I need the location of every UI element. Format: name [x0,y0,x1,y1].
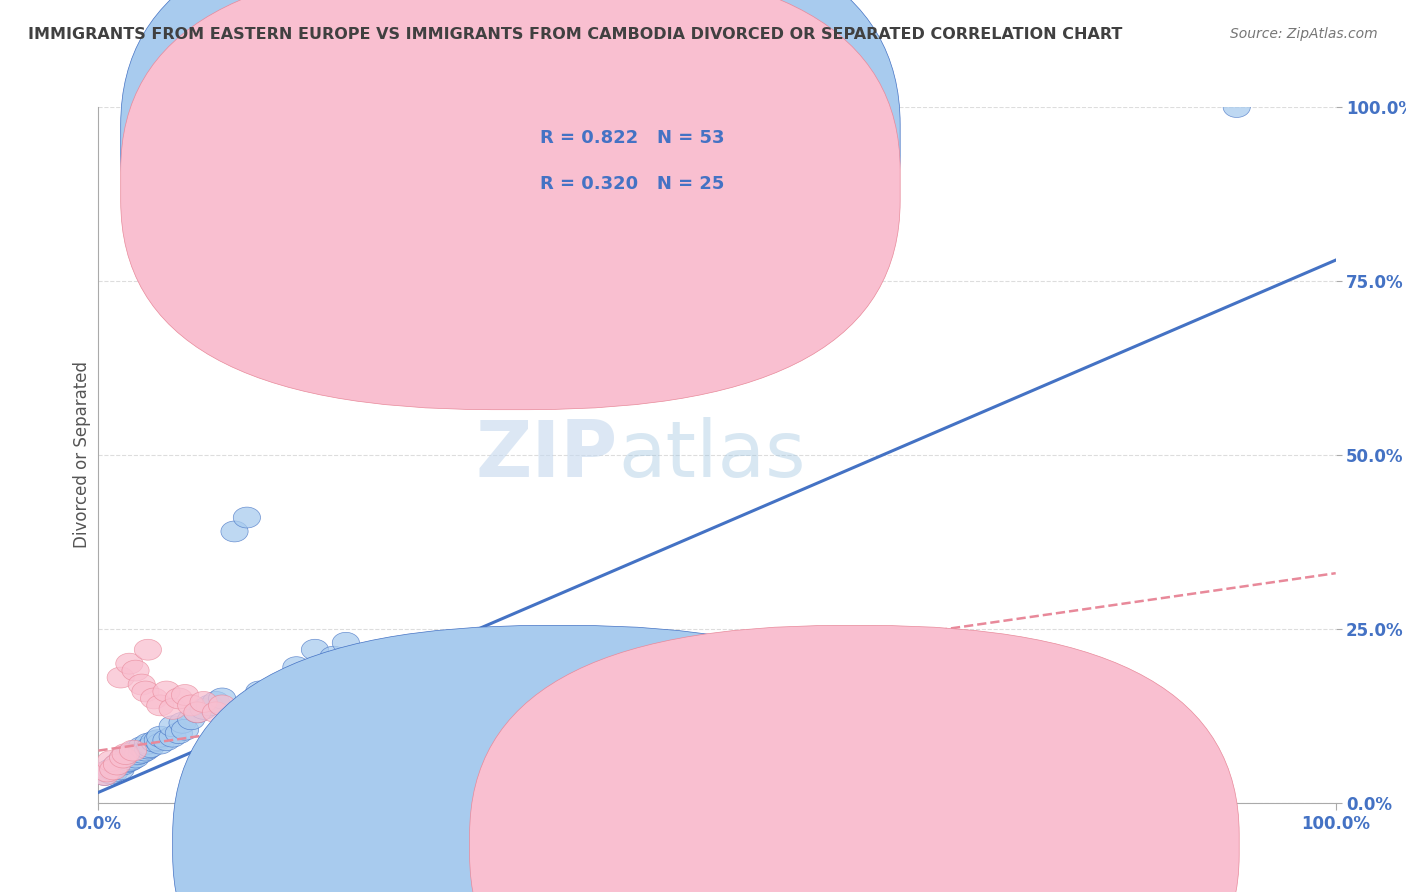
Ellipse shape [91,764,118,786]
Ellipse shape [97,764,124,784]
Ellipse shape [120,745,146,766]
Ellipse shape [135,733,162,754]
Ellipse shape [91,764,118,786]
Ellipse shape [135,640,162,660]
Ellipse shape [128,737,155,757]
Ellipse shape [159,726,186,747]
Ellipse shape [115,751,143,772]
Ellipse shape [124,744,152,764]
Ellipse shape [332,632,360,653]
Y-axis label: Divorced or Separated: Divorced or Separated [73,361,91,549]
Ellipse shape [184,702,211,723]
Text: ZIP: ZIP [475,417,619,493]
Ellipse shape [172,719,198,740]
Ellipse shape [270,674,298,695]
Ellipse shape [221,521,247,541]
Ellipse shape [110,754,136,775]
Ellipse shape [93,761,121,782]
Ellipse shape [197,695,224,715]
Ellipse shape [104,754,131,775]
Ellipse shape [202,691,229,713]
Ellipse shape [100,757,127,779]
Ellipse shape [112,744,139,764]
Ellipse shape [153,681,180,702]
Ellipse shape [190,698,217,719]
Text: IMMIGRANTS FROM EASTERN EUROPE VS IMMIGRANTS FROM CAMBODIA DIVORCED OR SEPARATED: IMMIGRANTS FROM EASTERN EUROPE VS IMMIGR… [28,27,1122,42]
Text: Immigrants from Eastern Europe: Immigrants from Eastern Europe [581,836,852,854]
Ellipse shape [122,660,149,681]
Ellipse shape [115,653,143,674]
Ellipse shape [122,747,149,768]
Ellipse shape [172,684,198,706]
Ellipse shape [120,740,146,761]
Ellipse shape [107,667,135,688]
Text: R = 0.822   N = 53: R = 0.822 N = 53 [540,129,724,147]
Ellipse shape [159,715,186,737]
Ellipse shape [128,674,155,695]
Text: atlas: atlas [619,417,806,493]
Ellipse shape [146,733,174,754]
Ellipse shape [208,688,236,709]
Ellipse shape [118,749,145,770]
Ellipse shape [97,751,124,772]
Ellipse shape [112,752,139,772]
Ellipse shape [132,740,159,761]
Ellipse shape [169,713,197,733]
Ellipse shape [233,507,260,528]
Ellipse shape [93,761,121,782]
FancyBboxPatch shape [121,0,900,365]
Ellipse shape [107,759,135,780]
Ellipse shape [141,731,167,752]
Ellipse shape [135,738,162,759]
Ellipse shape [107,751,135,772]
Ellipse shape [104,756,131,777]
Ellipse shape [110,747,136,768]
FancyBboxPatch shape [121,0,900,409]
Ellipse shape [159,698,186,719]
Ellipse shape [146,695,174,715]
Text: Source: ZipAtlas.com: Source: ZipAtlas.com [1230,27,1378,41]
Ellipse shape [141,688,167,709]
Ellipse shape [128,742,155,764]
Ellipse shape [146,726,174,747]
Text: R = 0.320   N = 25: R = 0.320 N = 25 [540,175,724,193]
Ellipse shape [184,702,211,723]
Ellipse shape [132,681,159,702]
Ellipse shape [394,740,422,761]
Ellipse shape [301,640,329,660]
Ellipse shape [190,691,217,713]
Ellipse shape [101,761,128,782]
FancyBboxPatch shape [475,112,748,222]
Ellipse shape [208,695,236,715]
Ellipse shape [136,737,165,757]
Ellipse shape [104,754,131,775]
Ellipse shape [97,759,124,780]
Ellipse shape [321,646,347,667]
Ellipse shape [122,740,149,761]
Ellipse shape [202,702,229,723]
FancyBboxPatch shape [470,625,1239,892]
Ellipse shape [166,723,193,744]
FancyBboxPatch shape [173,625,942,892]
Ellipse shape [357,754,384,775]
Ellipse shape [166,688,193,709]
Ellipse shape [110,747,136,768]
Ellipse shape [145,730,172,751]
Ellipse shape [177,709,205,730]
Ellipse shape [153,730,180,751]
Ellipse shape [177,695,205,715]
Ellipse shape [100,759,127,780]
Ellipse shape [283,657,309,678]
Ellipse shape [115,744,143,764]
Text: Immigrants from Cambodia: Immigrants from Cambodia [877,836,1107,854]
Ellipse shape [1223,96,1250,118]
Ellipse shape [246,681,273,702]
